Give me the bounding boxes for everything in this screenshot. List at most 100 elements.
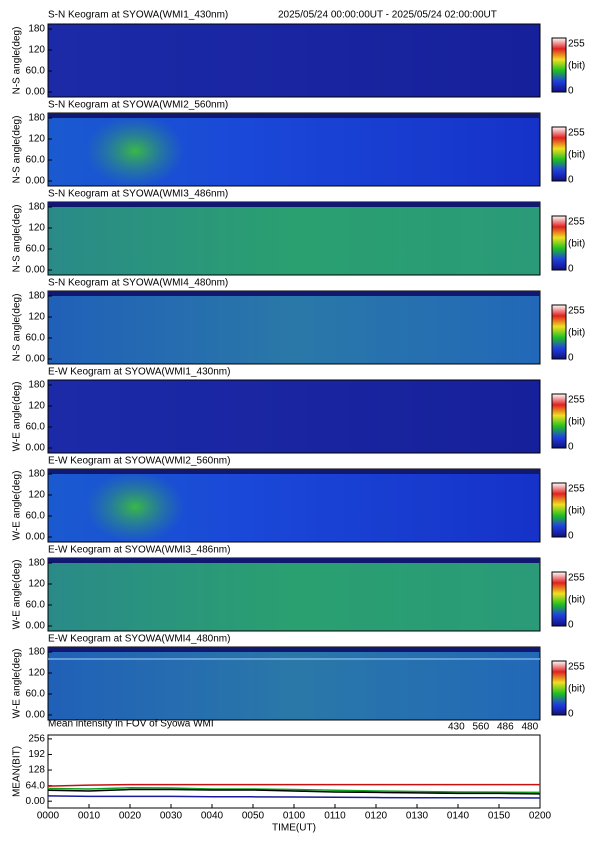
- x-tick-label: 0050: [242, 811, 265, 822]
- colorbar-label: 0: [568, 709, 574, 720]
- legend-entry: 430: [448, 722, 465, 733]
- colorbar-label: 255: [568, 128, 585, 139]
- colorbar: [551, 215, 567, 271]
- y-tick-label: 256: [28, 734, 45, 745]
- colorbar-label: 255: [568, 217, 585, 228]
- time-range: 2025/05/24 00:00:00UT - 2025/05/24 02:00…: [278, 10, 497, 21]
- y-tick-label: 180: [28, 647, 45, 658]
- y-axis-label: W-E angle(deg): [12, 649, 23, 719]
- colorbar-label: (bit): [568, 239, 585, 250]
- y-tick-label: 120: [28, 223, 45, 234]
- y-axis-label: MEAN(BIT): [12, 746, 23, 797]
- series-line: [47, 787, 541, 794]
- y-tick-label: 120: [28, 490, 45, 501]
- panel-title: E-W Keogram at SYOWA(WMI3_486nm): [48, 545, 230, 556]
- panel-title: S-N Keogram at SYOWA(WMI3_486nm): [48, 189, 228, 200]
- colorbar: [551, 393, 567, 449]
- colorbar-label: 0: [568, 531, 574, 542]
- y-tick-label: 180: [28, 202, 45, 213]
- y-tick-label: 180: [28, 24, 45, 35]
- keogram-edge: [48, 202, 540, 207]
- keogram-feature: [85, 115, 185, 187]
- y-tick-label: 60.0: [26, 244, 46, 255]
- colorbar-label: (bit): [568, 417, 585, 428]
- y-tick-label: 128: [28, 765, 45, 776]
- x-tick-label: 0150: [488, 811, 511, 822]
- keogram-feature: [85, 471, 185, 543]
- y-tick-label: 64.0: [26, 780, 46, 791]
- colorbar: [551, 571, 567, 627]
- colorbar-label: 0: [568, 175, 574, 186]
- y-tick-label: 60.0: [26, 511, 46, 522]
- panel-title: S-N Keogram at SYOWA(WMI4_480nm): [48, 278, 228, 289]
- legend-entry: 480: [522, 722, 539, 733]
- colorbar: [551, 482, 567, 538]
- colorbar-label: 255: [568, 573, 585, 584]
- colorbar-label: 255: [568, 395, 585, 406]
- keogram-edge: [48, 558, 540, 563]
- legend-entry: 560: [473, 722, 490, 733]
- y-axis-label: N-S angle(deg): [12, 294, 23, 362]
- y-tick-label: 60.0: [26, 422, 46, 433]
- panel-title: S-N Keogram at SYOWA(WMI1_430nm): [48, 10, 228, 21]
- colorbar-label: 255: [568, 39, 585, 50]
- x-tick-label: 0140: [447, 811, 470, 822]
- colorbar: [551, 304, 567, 360]
- y-tick-label: 60.0: [26, 689, 46, 700]
- panel-title: E-W Keogram at SYOWA(WMI2_560nm): [48, 456, 230, 467]
- colorbar: [551, 660, 567, 716]
- colorbar-label: 0: [568, 86, 574, 97]
- panel-title: S-N Keogram at SYOWA(WMI2_560nm): [48, 100, 228, 111]
- x-tick-label: 0010: [78, 811, 101, 822]
- y-axis-label: N-S angle(deg): [12, 205, 23, 273]
- y-tick-label: 120: [28, 579, 45, 590]
- x-axis-label: TIME(UT): [272, 823, 316, 834]
- y-tick-label: 0.00: [26, 87, 46, 98]
- y-tick-label: 60.0: [26, 333, 46, 344]
- colorbar-label: (bit): [568, 595, 585, 606]
- y-axis-label: W-E angle(deg): [12, 471, 23, 541]
- y-tick-label: 120: [28, 134, 45, 145]
- keogram: [47, 557, 541, 632]
- y-tick-label: 180: [28, 113, 45, 124]
- keogram-edge: [48, 647, 540, 652]
- keogram: [47, 646, 541, 721]
- y-tick-label: 180: [28, 291, 45, 302]
- series-line: [47, 788, 541, 795]
- x-tick-label: 0000: [37, 811, 60, 822]
- series-line: [47, 783, 540, 787]
- colorbar: [551, 37, 567, 93]
- colorbar-label: 255: [568, 306, 585, 317]
- colorbar: [551, 126, 567, 182]
- y-tick-label: 0.00: [26, 176, 46, 187]
- colorbar-label: 0: [568, 620, 574, 631]
- keogram-edge: [48, 469, 540, 474]
- keogram-edge: [48, 113, 540, 118]
- y-tick-label: 0.00: [26, 265, 46, 276]
- colorbar-label: 0: [568, 442, 574, 453]
- y-tick-label: 180: [28, 558, 45, 569]
- colorbar-label: 0: [568, 353, 574, 364]
- y-tick-label: 120: [28, 312, 45, 323]
- colorbar-label: 255: [568, 484, 585, 495]
- y-tick-label: 120: [28, 45, 45, 56]
- y-tick-label: 120: [28, 668, 45, 679]
- y-tick-label: 60.0: [26, 155, 46, 166]
- y-tick-label: 0.00: [26, 532, 46, 543]
- panel-title: E-W Keogram at SYOWA(WMI4_480nm): [48, 634, 230, 645]
- chart-title: Mean intensity in FOV of Syowa WMI: [48, 719, 214, 730]
- keogram: [47, 290, 541, 365]
- y-axis-label: N-S angle(deg): [12, 27, 23, 95]
- y-tick-label: 0.00: [26, 621, 46, 632]
- x-tick-label: 0030: [160, 811, 183, 822]
- y-tick-label: 0.00: [26, 710, 46, 721]
- y-tick-label: 192: [28, 749, 45, 760]
- y-tick-label: 0.00: [26, 443, 46, 454]
- plot-area: [47, 734, 541, 809]
- x-tick-label: 0040: [201, 811, 224, 822]
- y-tick-label: 180: [28, 469, 45, 480]
- y-axis-label: W-E angle(deg): [12, 382, 23, 452]
- x-tick-label: 0100: [283, 811, 306, 822]
- keogram: [47, 379, 541, 454]
- colorbar-label: (bit): [568, 61, 585, 72]
